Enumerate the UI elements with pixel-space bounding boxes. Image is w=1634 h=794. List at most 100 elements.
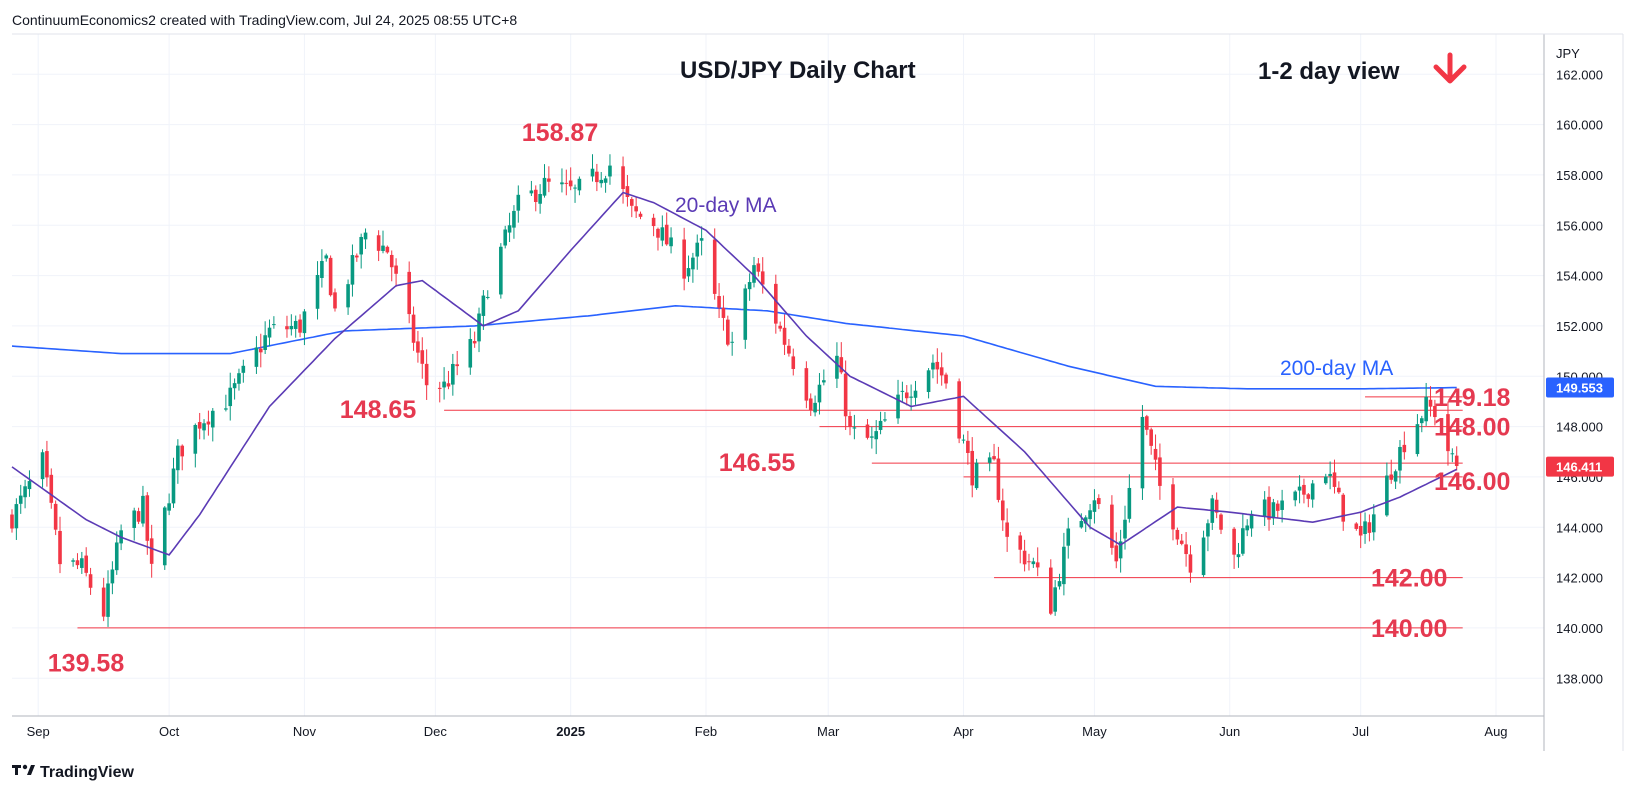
candle — [1446, 401, 1450, 466]
candle — [625, 175, 630, 207]
candle — [848, 411, 852, 436]
candle-body — [1027, 561, 1031, 563]
candle-body — [987, 457, 992, 463]
candle — [1293, 490, 1298, 507]
candle — [472, 331, 477, 348]
candle-body — [324, 255, 329, 259]
candle — [376, 230, 381, 262]
candle-body — [512, 210, 516, 228]
candle — [817, 373, 822, 415]
candle-body — [1446, 414, 1450, 452]
candle-body — [774, 283, 778, 324]
candle — [1149, 427, 1153, 455]
candle-body — [193, 424, 198, 454]
candle-body — [481, 295, 486, 316]
level-label: 158.87 — [522, 119, 598, 147]
candle-body — [699, 238, 704, 241]
candle-body — [1262, 499, 1267, 517]
candle — [1092, 489, 1097, 524]
candle-body — [1035, 562, 1040, 568]
candle-body — [267, 327, 272, 338]
candle-body — [883, 419, 887, 421]
candle-body — [1118, 541, 1123, 559]
candle — [224, 394, 228, 412]
candle-body — [660, 227, 665, 241]
candle — [1158, 443, 1162, 500]
candle-body — [49, 474, 54, 503]
candle — [407, 261, 411, 324]
candle — [1031, 557, 1036, 568]
candle — [206, 410, 211, 436]
candle-body — [752, 265, 756, 283]
candle — [18, 484, 23, 514]
candle — [1188, 545, 1193, 583]
candle — [669, 227, 673, 254]
candle-body — [202, 423, 206, 431]
candle-body — [1332, 472, 1337, 487]
candle — [1337, 481, 1341, 494]
candle-body — [1219, 514, 1223, 530]
candle-body — [206, 421, 211, 425]
candle — [14, 498, 19, 540]
candle — [237, 368, 241, 391]
candle-body — [503, 229, 508, 246]
candle — [804, 361, 809, 409]
candle-body — [499, 246, 503, 295]
candle — [193, 423, 198, 468]
candle — [926, 368, 931, 399]
candle — [1145, 414, 1149, 436]
candle — [468, 328, 473, 375]
candle — [1179, 533, 1184, 546]
candle-body — [58, 530, 62, 565]
candle-body — [730, 341, 734, 343]
candle-body — [625, 186, 630, 197]
candle — [1083, 515, 1088, 533]
candle — [232, 378, 237, 400]
candle — [1302, 478, 1306, 504]
candle — [1389, 459, 1394, 484]
ma200-badge: 149.553 — [1556, 381, 1603, 396]
candle — [756, 258, 761, 277]
view-label: 1-2 day view — [1258, 58, 1400, 85]
candle — [1424, 382, 1428, 426]
candle-body — [485, 296, 490, 298]
candle-body — [542, 177, 547, 196]
candle-body — [843, 373, 848, 417]
candle — [896, 379, 900, 424]
candle — [171, 457, 176, 508]
candle-body — [10, 514, 14, 529]
candle — [1354, 522, 1359, 531]
level-label: 148.65 — [340, 396, 417, 424]
candle-body — [603, 178, 608, 183]
candle — [302, 309, 307, 346]
candle-body — [1179, 540, 1184, 544]
candle — [682, 227, 686, 291]
candle — [228, 372, 233, 421]
candle — [1110, 495, 1114, 555]
candle — [477, 307, 481, 353]
candle — [1048, 559, 1053, 616]
candle-body — [931, 362, 935, 370]
candle-body — [1337, 487, 1341, 493]
candle-body — [446, 383, 451, 387]
candle — [363, 228, 368, 249]
candle-body — [171, 468, 176, 504]
candle — [289, 314, 294, 336]
candle-body — [411, 314, 416, 343]
candle — [699, 226, 704, 256]
candle-body — [629, 199, 634, 206]
candle-body — [651, 217, 656, 227]
candle-body — [407, 271, 411, 315]
candle — [865, 419, 870, 440]
candle — [442, 367, 446, 400]
candle-body — [852, 427, 857, 429]
candle-body — [350, 255, 355, 285]
candle-body — [935, 361, 940, 370]
candle-body — [1110, 504, 1114, 548]
candle — [267, 319, 272, 347]
candle-body — [180, 445, 185, 457]
candle-body — [1280, 500, 1284, 510]
candle — [1245, 519, 1250, 537]
candle — [1371, 504, 1376, 541]
ma200-label: 200-day MA — [1280, 357, 1393, 380]
